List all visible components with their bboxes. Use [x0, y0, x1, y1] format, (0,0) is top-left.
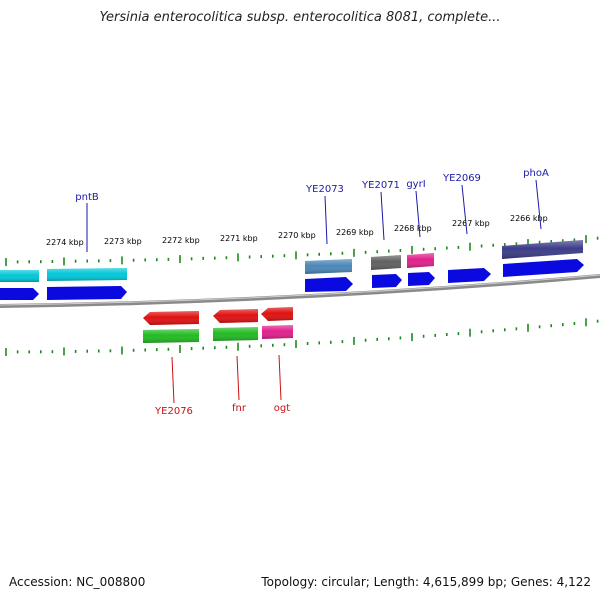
gene-label-fnr[interactable]: fnr — [232, 403, 247, 414]
gene-label-ogt[interactable]: ogt — [274, 403, 290, 414]
feature-fwd-inner-6[interactable] — [448, 268, 491, 283]
gene-label-phoa[interactable]: phoA — [523, 168, 549, 179]
genome-summary-text: Topology: circular; Length: 4,615,899 bp… — [261, 575, 591, 589]
kbp-label-2267: 2267 kbp — [452, 219, 490, 228]
genome-backbone — [0, 274, 600, 308]
kbp-label-2271: 2271 kbp — [220, 234, 258, 243]
kbp-label-2274: 2274 kbp — [46, 238, 84, 247]
leader-fnr — [236, 355, 240, 401]
feature-fwd-inner-3[interactable] — [305, 277, 353, 292]
leader-gyri — [415, 190, 421, 238]
feature-fwd-inner-7[interactable] — [503, 259, 584, 277]
gene-label-ye2073[interactable]: YE2073 — [305, 184, 344, 195]
forward-outer-shading — [0, 240, 583, 282]
gene-label-gyri[interactable]: gyrI — [406, 179, 425, 190]
reverse-tick-row — [5, 318, 599, 356]
accession-text: Accession: NC_008800 — [9, 575, 146, 589]
map-title: Yersinia enterocolitica subsp. enterocol… — [99, 10, 501, 25]
feature-fwd-inner-1[interactable] — [0, 288, 39, 300]
gene-label-ye2076[interactable]: YE2076 — [154, 406, 193, 417]
kbp-label-2266: 2266 kbp — [510, 214, 548, 223]
leader-phoa — [535, 179, 542, 230]
forward-tick-row — [5, 235, 599, 266]
kbp-label-2268: 2268 kbp — [394, 224, 432, 233]
gene-label-ye2071[interactable]: YE2071 — [361, 180, 400, 191]
leader-ye2069 — [461, 184, 468, 235]
gene-label-pntb[interactable]: pntB — [75, 192, 99, 203]
feature-fwd-inner-4[interactable] — [372, 274, 402, 288]
leader-ogt — [278, 354, 282, 401]
leader-ye2071 — [380, 191, 385, 241]
feature-fwd-inner-5[interactable] — [408, 272, 435, 286]
reverse-gene-labels: YE2076 fnr ogt — [154, 354, 290, 417]
feature-fwd-inner-2[interactable] — [47, 286, 127, 300]
reverse-shading — [143, 307, 293, 343]
kbp-label-2270: 2270 kbp — [278, 231, 316, 240]
kbp-label-2272: 2272 kbp — [162, 236, 200, 245]
leader-ye2073 — [324, 195, 328, 245]
forward-inner-features — [0, 259, 584, 300]
kbp-label-2269: 2269 kbp — [336, 228, 374, 237]
gene-label-ye2069[interactable]: YE2069 — [442, 173, 481, 184]
leader-ye2076 — [171, 356, 175, 404]
genome-backbone-highlight — [0, 274, 600, 306]
kbp-label-2273: 2273 kbp — [104, 237, 142, 246]
forward-gene-labels: pntB YE2073 YE2071 gyrI YE2069 phoA — [75, 168, 549, 252]
